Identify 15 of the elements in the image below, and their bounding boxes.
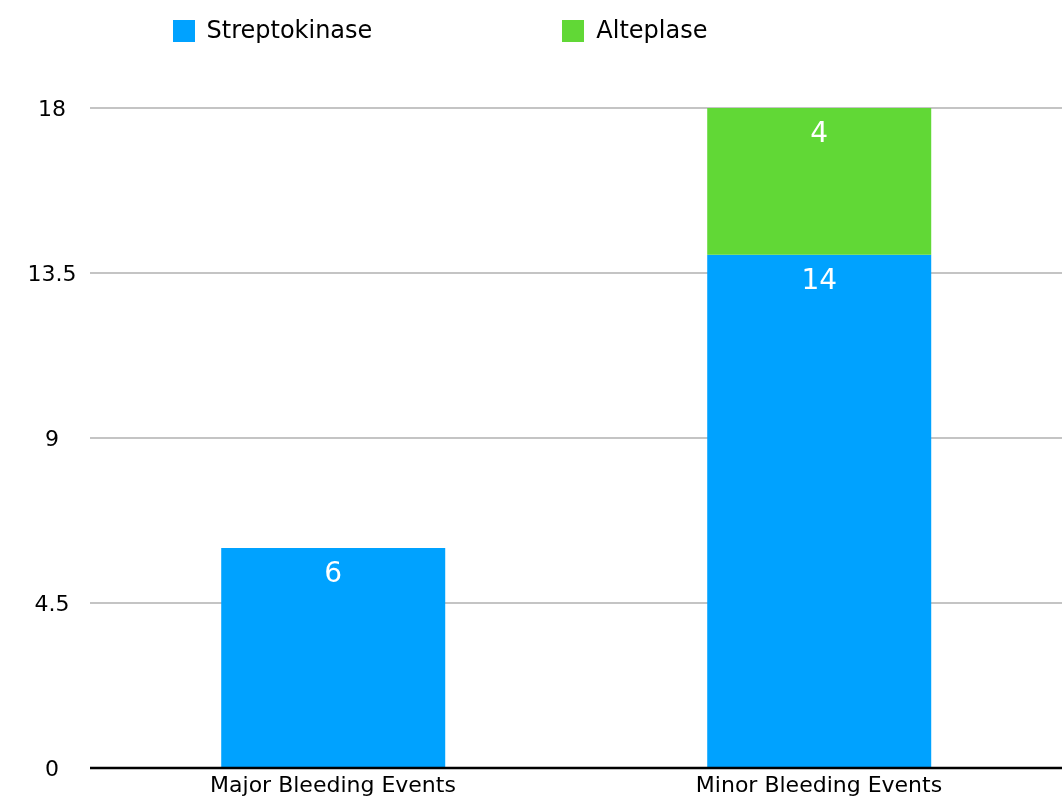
- data-label: 6: [324, 555, 343, 589]
- bar: [221, 548, 446, 768]
- legend-label: Streptokinase: [206, 16, 373, 44]
- x-tick-label: Major Bleeding Events: [210, 771, 456, 797]
- data-label: 14: [801, 262, 838, 296]
- x-tick-label: Minor Bleeding Events: [695, 771, 943, 797]
- legend-label: Alteplase: [596, 16, 708, 44]
- y-tick-label: 4.5: [34, 590, 70, 616]
- bar: [707, 108, 932, 255]
- y-tick-label: 9: [45, 425, 59, 451]
- data-label: 4: [810, 115, 829, 149]
- y-tick-label: 13.5: [27, 260, 77, 286]
- bar: [707, 254, 932, 768]
- y-tick-label: 18: [38, 95, 66, 121]
- y-tick-label: 0: [45, 755, 59, 781]
